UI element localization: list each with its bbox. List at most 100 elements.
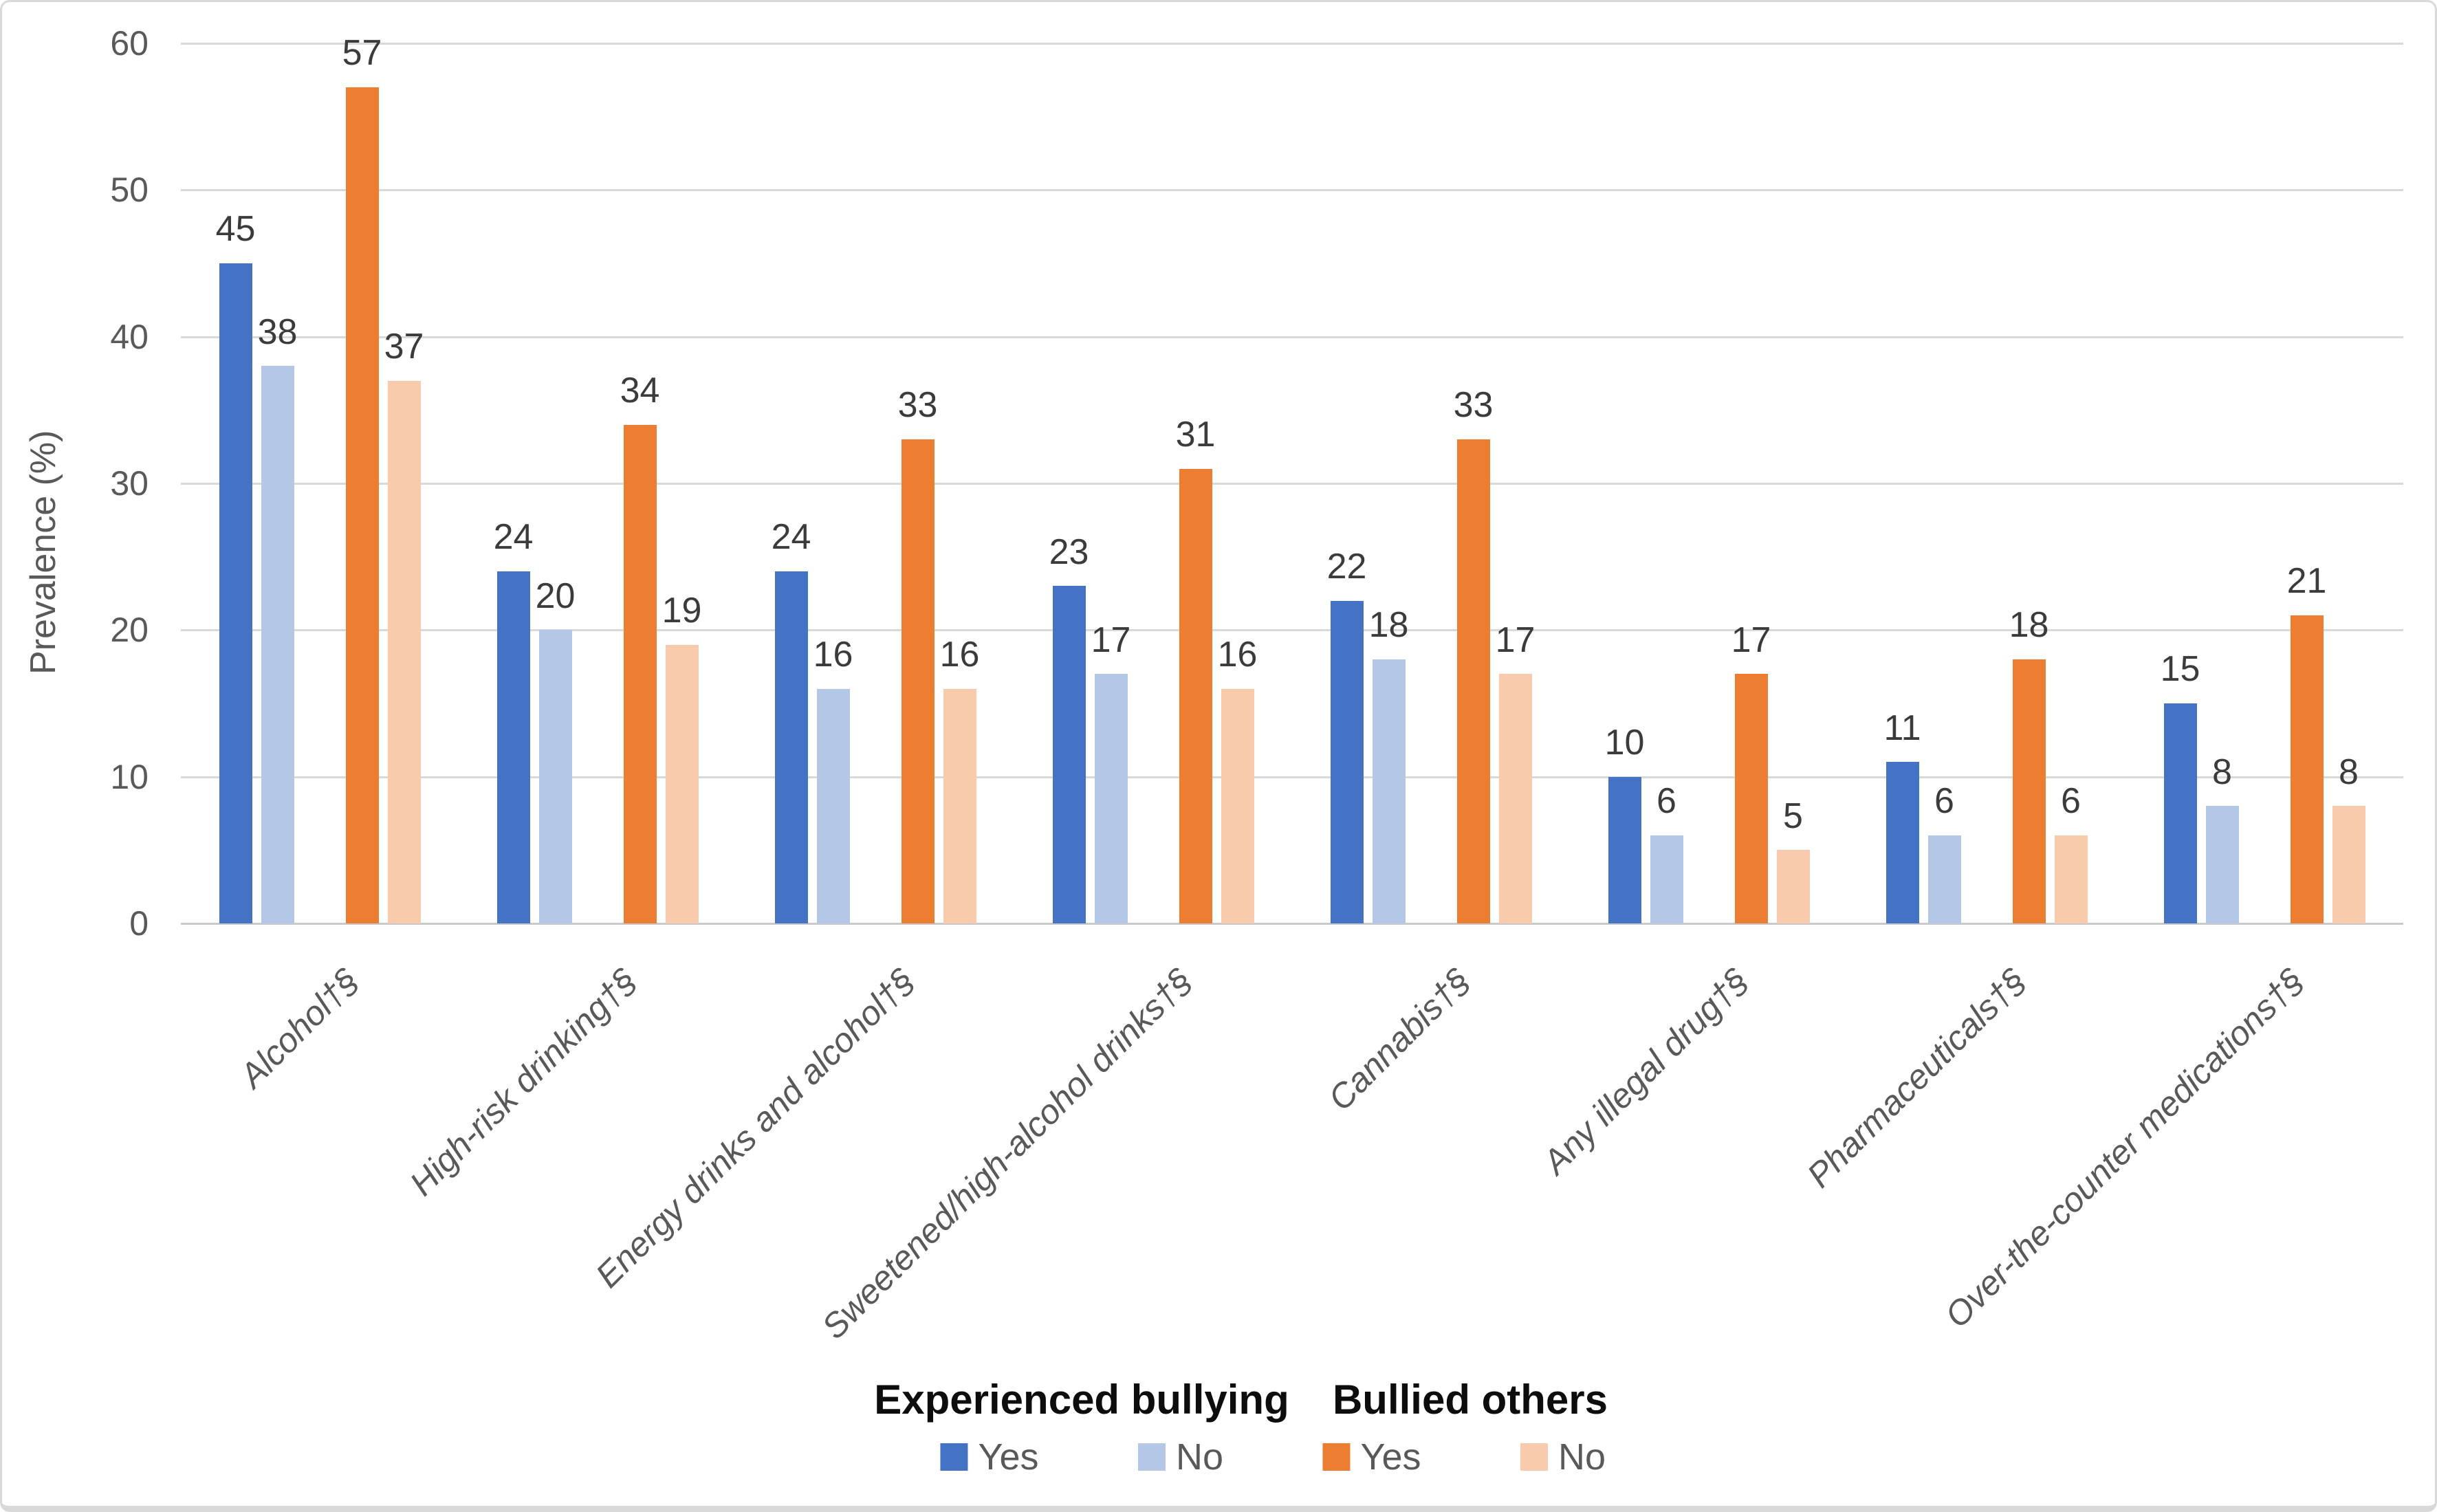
bar-group-high-risk-drinking: 24 20 34 19	[459, 43, 736, 923]
legend-label-experienced-bullying-yes: Yes	[978, 1436, 1039, 1478]
bar-alcohol-bullied-others-yes	[345, 87, 379, 923]
category-label-any-illegal-drug: Any illegal drug†§	[1535, 961, 1756, 1182]
bar-value-label-alcohol-bullied-others-no: 37	[384, 327, 424, 367]
bar-pharmaceuticals-bullied-others-yes	[2012, 659, 2046, 923]
bar-cannabis-experienced-bullying-yes	[1330, 600, 1364, 923]
bar-value-label-over-the-counter-medications-bullied-others-no: 8	[2339, 752, 2359, 792]
bar-high-risk-drinking-experienced-bullying-no	[538, 630, 572, 923]
legend-swatch-bullied-others-no	[1520, 1443, 1548, 1471]
gridline-50	[181, 189, 2403, 192]
bar-value-label-over-the-counter-medications-bullied-others-yes: 21	[2286, 561, 2327, 602]
bar-value-label-any-illegal-drug-bullied-others-yes: 17	[1731, 620, 1771, 660]
category-label-high-risk-drinking: High-risk drinking†§	[402, 961, 645, 1203]
plot-area: 0 10 20 30 40 50 60 45 38 57 37 Alcohol†§ 24 20 34 19 Hi…	[110, 24, 2403, 1346]
bar-value-label-pharmaceuticals-experienced-bullying-no: 6	[1934, 781, 1954, 822]
bar-sweetened-high-alcohol-drinks-experienced-bullying-no	[1094, 674, 1128, 923]
legend-swatch-experienced-bullying-yes	[940, 1443, 968, 1471]
bar-group-pharmaceuticals: 11 6 18 6	[1848, 43, 2125, 923]
bar-value-label-sweetened-high-alcohol-drinks-bullied-others-yes: 31	[1175, 415, 1216, 455]
category-label-cannabis: Cannabis†§	[1320, 961, 1478, 1118]
y-tick-label-0: 0	[129, 904, 149, 943]
bar-cannabis-bullied-others-yes	[1456, 439, 1490, 923]
legend-group-title-experienced-bullying: Experienced bullying	[874, 1377, 1289, 1423]
bar-value-label-any-illegal-drug-experienced-bullying-yes: 10	[1604, 723, 1645, 763]
y-tick-label-50: 50	[110, 171, 149, 210]
bar-value-label-pharmaceuticals-experienced-bullying-yes: 11	[1883, 708, 1921, 748]
bar-value-label-energy-drinks-and-alcohol-bullied-others-no: 16	[939, 635, 980, 675]
bar-cannabis-experienced-bullying-no	[1372, 659, 1406, 923]
bar-cannabis-bullied-others-no	[1498, 674, 1532, 923]
bar-value-label-sweetened-high-alcohol-drinks-bullied-others-no: 16	[1217, 635, 1258, 675]
bar-value-label-alcohol-bullied-others-yes: 57	[342, 33, 382, 74]
bar-value-label-cannabis-experienced-bullying-no: 18	[1368, 605, 1409, 646]
bar-value-label-cannabis-experienced-bullying-yes: 22	[1326, 547, 1367, 587]
bar-group-sweetened-high-alcohol-drinks: 23 17 31 16	[1014, 43, 1292, 923]
bar-value-label-pharmaceuticals-bullied-others-no: 6	[2061, 781, 2081, 822]
y-tick-label-60: 60	[110, 24, 149, 63]
bar-value-label-high-risk-drinking-bullied-others-yes: 34	[620, 371, 660, 411]
legend-label-bullied-others-yes: Yes	[1360, 1436, 1421, 1478]
legend-group-title-bullied-others: Bullied others	[1332, 1377, 1608, 1423]
y-tick-label-20: 20	[110, 611, 149, 650]
gridline-40	[181, 336, 2403, 338]
bar-value-label-over-the-counter-medications-experienced-bullying-no: 8	[2212, 752, 2232, 792]
y-tick-label-40: 40	[110, 317, 149, 356]
gridline-20	[181, 629, 2403, 632]
gridline-10	[181, 776, 2403, 778]
bar-alcohol-experienced-bullying-no	[261, 366, 294, 923]
y-tick-label-10: 10	[110, 757, 149, 796]
gridline-30	[181, 483, 2403, 485]
category-label-alcohol: Alcohol†§	[232, 961, 367, 1095]
bar-pharmaceuticals-bullied-others-no	[2054, 835, 2088, 923]
bar-group-cannabis: 22 18 33 17	[1292, 43, 1570, 923]
bar-over-the-counter-medications-experienced-bullying-yes	[2163, 703, 2197, 923]
bar-value-label-energy-drinks-and-alcohol-bullied-others-yes: 33	[897, 385, 938, 426]
bar-value-label-high-risk-drinking-experienced-bullying-yes: 24	[493, 517, 534, 558]
bar-high-risk-drinking-experienced-bullying-yes	[496, 571, 530, 923]
bar-group-over-the-counter-medications: 15 8 21 8	[2125, 43, 2403, 923]
legend-swatch-experienced-bullying-no	[1137, 1443, 1166, 1471]
bar-value-label-sweetened-high-alcohol-drinks-experienced-bullying-yes: 23	[1049, 532, 1089, 572]
bar-value-label-high-risk-drinking-bullied-others-no: 19	[662, 591, 702, 631]
legend-item-bullied-others-no: No	[1520, 1436, 1606, 1478]
bar-over-the-counter-medications-experienced-bullying-no	[2205, 806, 2239, 923]
bar-over-the-counter-medications-bullied-others-yes	[2290, 615, 2324, 923]
bar-value-label-energy-drinks-and-alcohol-experienced-bullying-no: 16	[813, 635, 853, 675]
bar-group-alcohol: 45 38 57 37	[181, 34, 459, 923]
legend-label-experienced-bullying-no: No	[1175, 1436, 1224, 1478]
bar-value-label-alcohol-experienced-bullying-no: 38	[257, 311, 298, 352]
bar-any-illegal-drug-experienced-bullying-yes	[1608, 776, 1641, 923]
category-label-pharmaceuticals: Pharmaceuticals†§	[1799, 961, 2034, 1195]
bar-value-label-energy-drinks-and-alcohol-experienced-bullying-yes: 24	[771, 517, 811, 558]
bar-energy-drinks-and-alcohol-experienced-bullying-no	[816, 688, 850, 923]
legend-item-bullied-others-yes: Yes	[1322, 1436, 1421, 1478]
bar-value-label-cannabis-bullied-others-yes: 33	[1453, 385, 1494, 426]
y-tick-label-30: 30	[110, 464, 149, 503]
bar-over-the-counter-medications-bullied-others-no	[2332, 806, 2365, 923]
legend-item-experienced-bullying-no: No	[1137, 1436, 1224, 1478]
bar-sweetened-high-alcohol-drinks-experienced-bullying-yes	[1052, 586, 1086, 923]
bar-group-any-illegal-drug: 10 6 17 5	[1570, 43, 1848, 923]
bar-sweetened-high-alcohol-drinks-bullied-others-yes	[1179, 468, 1212, 923]
bar-value-label-over-the-counter-medications-experienced-bullying-yes: 15	[2160, 649, 2200, 690]
bar-energy-drinks-and-alcohol-experienced-bullying-yes	[774, 571, 808, 923]
legend-label-bullied-others-no: No	[1558, 1436, 1606, 1478]
bar-any-illegal-drug-experienced-bullying-no	[1650, 835, 1683, 923]
legend-swatch-bullied-others-yes	[1322, 1443, 1351, 1471]
bar-value-label-alcohol-experienced-bullying-yes: 45	[215, 209, 256, 250]
bar-sweetened-high-alcohol-drinks-bullied-others-no	[1221, 688, 1254, 923]
bar-value-label-sweetened-high-alcohol-drinks-experienced-bullying-no: 17	[1091, 620, 1131, 660]
x-axis-line	[181, 923, 2403, 925]
bar-value-label-any-illegal-drug-experienced-bullying-no: 6	[1657, 781, 1676, 822]
bar-any-illegal-drug-bullied-others-yes	[1734, 674, 1768, 923]
category-label-energy-drinks-and-alcohol: Energy drinks and alcohol†§	[588, 961, 923, 1295]
gridline-60	[181, 43, 2403, 45]
bar-any-illegal-drug-bullied-others-no	[1776, 850, 1810, 923]
bar-alcohol-experienced-bullying-yes	[219, 263, 252, 923]
bar-value-label-high-risk-drinking-experienced-bullying-no: 20	[535, 576, 576, 616]
bar-high-risk-drinking-bullied-others-yes	[623, 424, 657, 923]
bar-alcohol-bullied-others-no	[387, 380, 421, 923]
bar-value-label-any-illegal-drug-bullied-others-no: 5	[1783, 796, 1803, 836]
legend-item-experienced-bullying-yes: Yes	[940, 1436, 1039, 1478]
